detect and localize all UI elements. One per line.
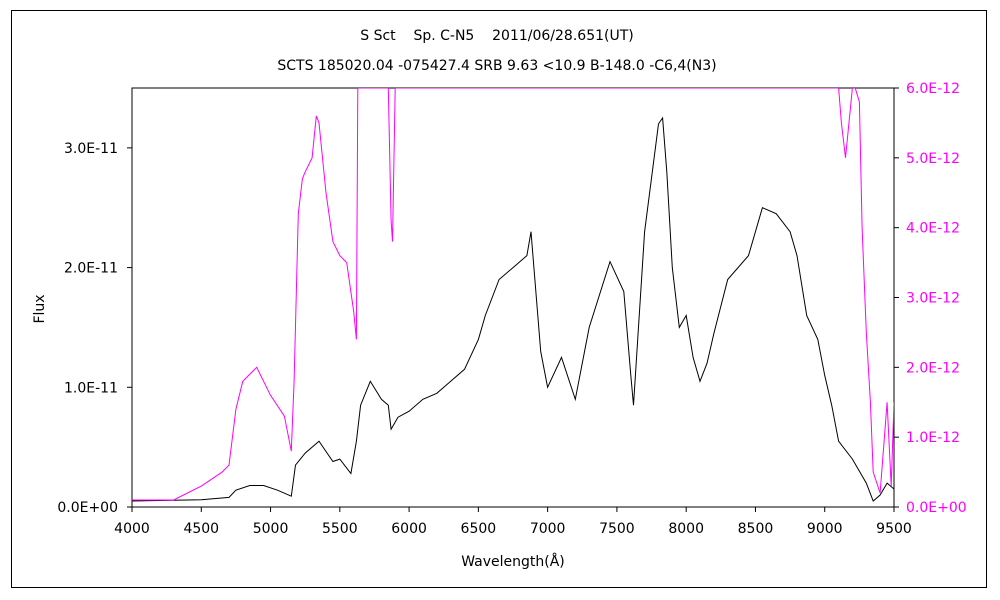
y-tick-label: 0.0E+00	[57, 500, 118, 516]
chart-title: S Sct Sp. C-N5 2011/06/28.651(UT)	[360, 28, 633, 44]
x-tick-label: 9000	[807, 521, 843, 537]
x-tick-label: 7000	[530, 521, 566, 537]
x-tick-label: 9500	[876, 521, 912, 537]
series-line-magenta	[132, 88, 894, 501]
y2-tick-label: 2.0E-12	[906, 360, 960, 376]
x-tick-label: 5000	[253, 521, 289, 537]
y-tick-label: 3.0E-11	[64, 141, 118, 157]
x-tick-label: 4000	[114, 521, 150, 537]
x-tick-label: 6500	[461, 521, 497, 537]
x-tick-label: 7500	[599, 521, 635, 537]
y-axis-label: Flux	[32, 294, 48, 323]
y-axis-left: 0.0E+00 1.0E-11 2.0E-11 3.0E-11	[57, 141, 132, 516]
y2-tick-label: 6.0E-12	[906, 81, 960, 97]
x-tick-label: 8000	[668, 521, 704, 537]
x-tick-label: 4500	[183, 521, 219, 537]
series-group	[132, 88, 894, 502]
y-tick-label: 1.0E-11	[64, 380, 118, 396]
plot-area	[131, 87, 895, 508]
y-axis-right: 0.0E+00 1.0E-12 2.0E-12 3.0E-12 4.0E-12 5.0E-…	[894, 81, 967, 516]
chart-frame	[11, 10, 987, 588]
x-axis-label: Wavelength(Å)	[461, 553, 565, 570]
y2-tick-label: 4.0E-12	[906, 221, 960, 237]
series-line-black	[132, 116, 894, 502]
x-tick-label: 6000	[391, 521, 427, 537]
x-axis: 4000 4500 5000 5500 6000 6500 7000 7500 8000 8500…	[114, 507, 912, 537]
x-tick-label: 5500	[322, 521, 358, 537]
y2-tick-label: 0.0E+00	[906, 500, 967, 516]
y2-tick-label: 3.0E-12	[906, 291, 960, 307]
y2-tick-label: 1.0E-12	[906, 430, 960, 446]
x-tick-label: 8500	[738, 521, 774, 537]
chart-subtitle: SCTS 185020.04 -075427.4 SRB 9.63 <10.9 …	[277, 58, 716, 74]
y2-tick-label: 5.0E-12	[906, 151, 960, 167]
y-tick-label: 2.0E-11	[64, 261, 118, 277]
